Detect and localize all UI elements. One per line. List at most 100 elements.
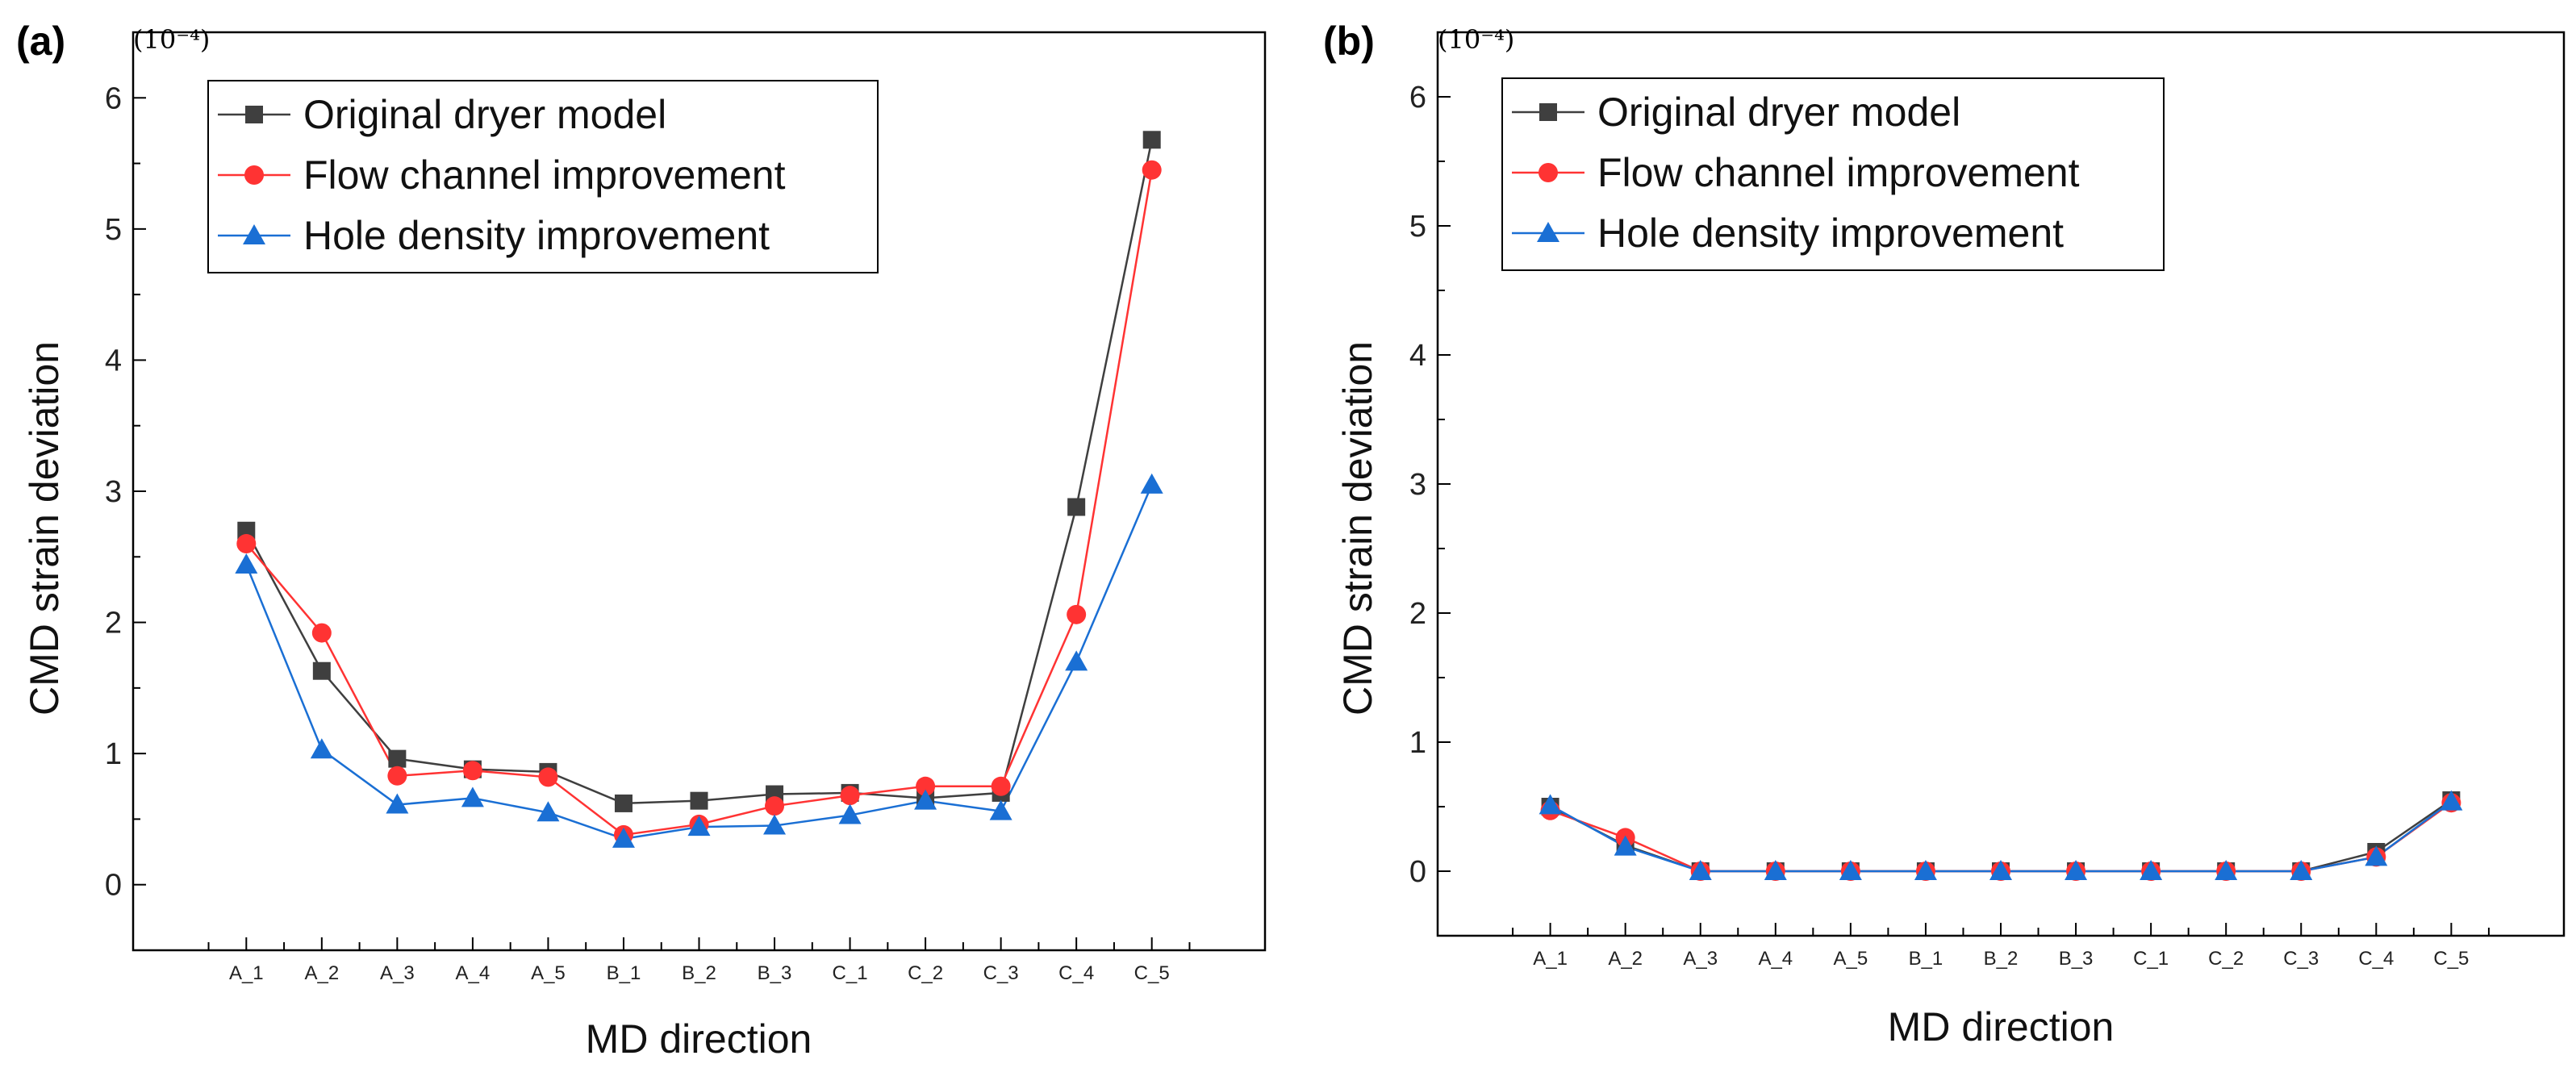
x-tick-label: A_2 [304,962,339,984]
circle-marker [538,767,558,787]
legend-label: Original dryer model [303,92,666,137]
y-tick-label: 6 [105,81,122,115]
x-tick-label: A_1 [1533,948,1568,970]
triangle-marker [1689,860,1712,880]
plot-area: 0 1 2 3 4 5 6 A_1 A_2 A_3 A_4 A_5 B_1 B_2 B_3 C_1 C_2 C_3… [105,31,1267,984]
triangle-marker [310,738,333,759]
legend-item: Hole density improvement [218,213,770,258]
circle-marker [1067,604,1087,624]
x-tick-label: C_3 [983,962,1019,984]
y-tick-label: 1 [1409,726,1426,760]
x-tick-label: C_5 [2433,948,2469,970]
legend-item: Flow channel improvement [218,152,786,198]
series-line [245,484,1153,841]
y-tick-label: 0 [1409,855,1426,889]
triangle-marker [1839,860,1862,880]
triangle-marker [687,816,711,837]
y-tick-label: 5 [1409,210,1426,244]
x-tick-label: C_1 [2133,948,2169,970]
legend: Original dryer model Flow channel improve… [207,80,879,273]
triangle-marker [1764,860,1787,880]
circle-marker [1142,160,1162,180]
legend-label: Flow channel improvement [303,152,786,198]
triangle-marker [1614,835,1637,856]
triangle-marker [1989,860,2012,880]
x-tick-label: B_1 [607,962,641,984]
circle-marker [765,796,785,816]
triangle-marker [2215,860,2238,880]
triangle-marker [2065,860,2088,880]
triangle-marker [461,786,484,807]
y-tick-label: 2 [1409,597,1426,631]
chart-panel-b: (b) (10⁻⁴) CMD strain deviation MD direc… [1323,19,2566,1049]
circle-marker [462,761,482,781]
x-tick-label: B_3 [2059,948,2094,970]
x-tick-label: A_2 [1608,948,1643,970]
triangle-marker [2140,860,2163,880]
triangle-marker [2440,790,2463,811]
triangle-marker [914,789,937,810]
legend-item: Original dryer model [218,92,666,137]
legend-box [207,80,879,273]
x-tick-label: A_3 [1683,948,1718,970]
x-tick-label: A_5 [531,962,566,984]
triangle-marker [1537,222,1559,242]
legend: Original dryer model Flow channel improve… [1501,77,2165,271]
x-axis-title: MD direction [1888,1004,2115,1049]
square-marker [245,106,263,123]
circle-marker [840,786,860,806]
triangle-marker [1065,650,1088,671]
x-tick-label: A_5 [1834,948,1868,970]
legend-label: Original dryer model [1597,90,1960,135]
y-tick-label: 5 [105,213,122,247]
square-marker [614,794,633,812]
triangle-marker [989,799,1012,820]
y-tick-label: 1 [105,737,122,771]
triangle-marker [2290,860,2313,880]
square-marker [388,749,407,768]
triangle-marker [1140,473,1163,494]
y-axis-title: CMD strain deviation [1335,341,1380,716]
x-axis-title: MD direction [586,1016,812,1062]
circle-marker [991,776,1011,796]
chart-panel-a: (a) (10⁻⁴) CMD strain deviation MD direc… [16,19,1267,1062]
circle-marker [916,776,936,796]
circle-marker [387,766,407,786]
square-marker [312,661,331,680]
triangle-marker [1539,794,1562,815]
y-tick-label: 0 [105,869,122,903]
x-tick-label: C_4 [1058,962,1094,984]
triangle-marker [536,801,560,822]
legend-item: Hole density improvement [1512,211,2064,256]
x-tick-label: C_1 [833,962,868,984]
triangle-marker [2365,845,2388,866]
square-marker [1067,498,1086,516]
y-tick-label: 3 [1409,468,1426,502]
circle-marker [244,165,264,185]
x-tick-label: A_4 [1758,948,1793,970]
legend-label: Hole density improvement [303,213,770,258]
x-tick-label: A_3 [380,962,415,984]
legend-item: Flow channel improvement [1512,150,2080,195]
legend-item: Original dryer model [1512,90,1960,135]
y-tick-label: 4 [1409,339,1426,373]
x-tick-label: B_2 [1984,948,2019,970]
triangle-marker [838,803,862,824]
triangle-marker [612,827,635,848]
triangle-marker [1914,860,1937,880]
square-marker [1539,103,1557,121]
panel-label: (a) [16,19,65,64]
triangle-marker [243,224,265,244]
y-axis-title: CMD strain deviation [22,341,67,716]
panel-label: (b) [1323,19,1375,64]
legend-box [1501,77,2165,271]
circle-marker [236,534,257,554]
x-tick-label: C_4 [2358,948,2394,970]
x-tick-label: C_2 [908,962,943,984]
x-tick-label: B_2 [682,962,716,984]
x-tick-label: B_3 [758,962,792,984]
y-tick-label: 4 [105,344,122,378]
square-marker [237,521,256,540]
x-tick-label: C_2 [2208,948,2244,970]
